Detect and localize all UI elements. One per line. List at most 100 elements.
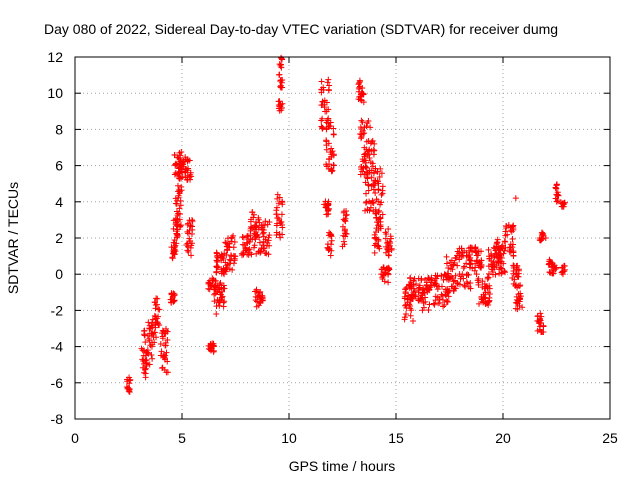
data-point bbox=[443, 260, 450, 267]
data-point bbox=[451, 259, 458, 266]
data-point bbox=[124, 385, 131, 392]
data-point bbox=[325, 200, 332, 207]
data-point bbox=[539, 229, 546, 236]
data-point bbox=[546, 269, 553, 276]
data-point bbox=[124, 378, 131, 385]
data-point bbox=[514, 306, 521, 313]
data-point bbox=[419, 307, 426, 314]
data-point bbox=[553, 198, 560, 205]
data-point bbox=[177, 188, 184, 195]
data-point bbox=[371, 147, 378, 154]
data-point bbox=[256, 234, 263, 241]
data-point bbox=[221, 271, 228, 278]
data-point bbox=[452, 272, 459, 279]
data-point bbox=[211, 298, 218, 305]
data-point bbox=[156, 322, 163, 329]
data-point bbox=[324, 79, 331, 86]
data-point bbox=[444, 298, 451, 305]
data-point bbox=[550, 267, 557, 274]
data-point bbox=[463, 278, 470, 285]
data-point bbox=[151, 329, 158, 336]
data-point bbox=[176, 205, 183, 212]
data-point bbox=[486, 297, 493, 304]
data-point bbox=[364, 120, 371, 127]
data-markers bbox=[123, 54, 568, 395]
data-point bbox=[502, 238, 509, 245]
data-point bbox=[211, 291, 218, 298]
data-point bbox=[410, 318, 417, 325]
data-point bbox=[157, 341, 164, 348]
data-point bbox=[456, 271, 463, 278]
data-point bbox=[278, 77, 285, 84]
data-point bbox=[387, 235, 394, 242]
data-point bbox=[225, 261, 232, 268]
data-point bbox=[486, 282, 493, 289]
data-point bbox=[477, 260, 484, 267]
chart-title: Day 080 of 2022, Sidereal Day-to-day VTE… bbox=[44, 21, 558, 37]
data-point bbox=[507, 248, 514, 255]
data-point bbox=[401, 293, 408, 300]
data-point bbox=[164, 337, 171, 344]
data-point bbox=[145, 350, 152, 357]
data-point bbox=[278, 79, 285, 86]
data-point bbox=[364, 175, 371, 182]
data-point bbox=[371, 249, 378, 256]
data-point bbox=[441, 301, 448, 308]
data-point bbox=[127, 376, 134, 383]
data-point bbox=[210, 340, 217, 347]
data-point bbox=[510, 265, 517, 272]
data-point bbox=[443, 253, 450, 260]
x-tick-label: 15 bbox=[388, 430, 404, 446]
data-point bbox=[184, 247, 191, 254]
data-point bbox=[223, 240, 230, 247]
data-point bbox=[155, 306, 162, 313]
data-point bbox=[362, 163, 369, 170]
y-tick-label: -8 bbox=[51, 411, 64, 427]
data-point bbox=[224, 243, 231, 250]
data-point bbox=[416, 297, 423, 304]
data-point bbox=[536, 326, 543, 333]
data-point bbox=[247, 227, 254, 234]
data-point bbox=[368, 182, 375, 189]
data-point bbox=[226, 256, 233, 263]
data-point bbox=[555, 192, 562, 199]
data-point bbox=[245, 232, 252, 239]
data-point bbox=[178, 222, 185, 229]
data-point bbox=[228, 234, 235, 241]
data-point bbox=[141, 327, 148, 334]
data-point bbox=[369, 163, 376, 170]
data-point bbox=[485, 270, 492, 277]
data-point bbox=[358, 97, 365, 104]
data-point bbox=[482, 283, 489, 290]
data-point bbox=[246, 238, 253, 245]
data-point bbox=[257, 288, 264, 295]
axis-ticks bbox=[74, 56, 611, 420]
data-point bbox=[146, 361, 153, 368]
data-point bbox=[514, 262, 521, 269]
data-point bbox=[355, 80, 362, 87]
y-tick-label: 6 bbox=[55, 158, 63, 174]
data-point bbox=[170, 239, 177, 246]
data-point bbox=[542, 235, 549, 241]
data-point bbox=[262, 236, 269, 243]
data-point bbox=[148, 352, 155, 359]
data-point bbox=[367, 124, 374, 131]
data-point bbox=[378, 266, 385, 273]
data-point bbox=[228, 238, 235, 245]
data-point bbox=[383, 231, 390, 238]
data-point bbox=[404, 296, 411, 303]
data-point bbox=[253, 298, 260, 305]
data-point bbox=[549, 263, 556, 270]
data-point bbox=[324, 241, 331, 248]
data-point bbox=[362, 150, 369, 157]
data-point bbox=[366, 198, 373, 205]
data-point bbox=[368, 174, 375, 181]
data-point bbox=[220, 299, 227, 306]
data-point bbox=[183, 241, 190, 248]
x-tick-label: 0 bbox=[71, 430, 79, 446]
data-point bbox=[494, 257, 501, 264]
data-point bbox=[187, 244, 194, 251]
data-point bbox=[154, 319, 161, 326]
data-point bbox=[378, 170, 385, 177]
data-point bbox=[425, 306, 432, 313]
